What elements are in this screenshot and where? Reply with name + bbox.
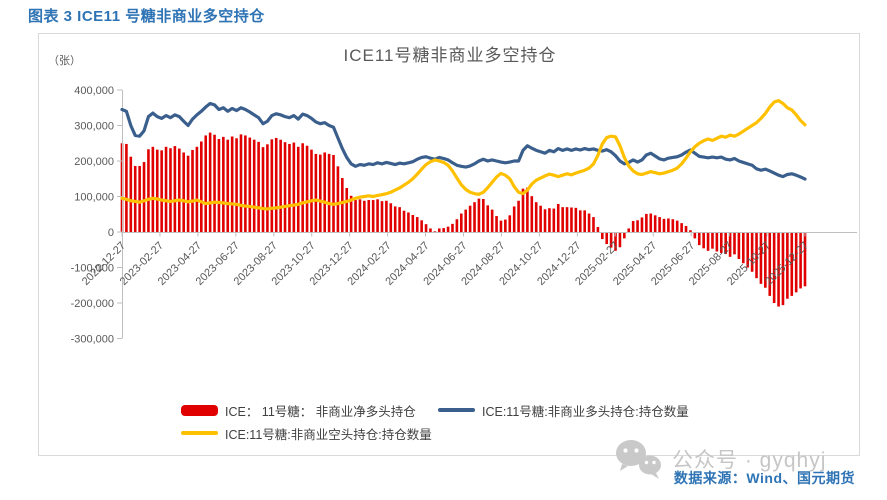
chart-legend: ICE： 11号糖： 非商业净多头持仓 ICE:11号糖:非商业多头持仓:持仓数… (181, 401, 781, 447)
svg-text:400,000: 400,000 (74, 85, 114, 97)
data-source: 数据来源：Wind、国元期货 (673, 470, 855, 486)
legend-item-long: ICE:11号糖:非商业多头持仓:持仓数量 (438, 401, 689, 420)
figure-caption: 图表 3 ICE11 号糖非商业多空持仓 (28, 8, 265, 25)
x-axis-ticks: 2022-12-272023-02-272023-04-272023-06-27… (80, 232, 811, 288)
legend-swatch-net-long-icon (181, 404, 218, 416)
bars-net-long (120, 132, 807, 307)
svg-text:-300,000: -300,000 (71, 334, 114, 346)
svg-text:300,000: 300,000 (74, 121, 114, 133)
axes (122, 90, 857, 339)
svg-text:200,000: 200,000 (74, 156, 114, 168)
legend-item-net-long: ICE： 11号糖： 非商业净多头持仓 (181, 401, 438, 420)
legend-item-short: ICE:11号糖:非商业空头持仓:持仓数量 (181, 424, 432, 443)
legend-row-2: ICE:11号糖:非商业空头持仓:持仓数量 (181, 424, 781, 442)
line-short-positions (120, 99, 807, 211)
watermark: 公众号 · gyqhyj (612, 437, 826, 481)
svg-text:100,000: 100,000 (74, 192, 114, 204)
chart-frame (38, 33, 860, 456)
legend-row-1: ICE： 11号糖： 非商业净多头持仓 ICE:11号糖:非商业多头持仓:持仓数… (181, 401, 781, 419)
watermark-text: 公众号 · gyqhyj (672, 449, 827, 472)
y-axis-ticks: 400,000 300,000 200,000 100,000 0 -100,000 -20… (71, 85, 122, 346)
legend-swatch-short-icon (181, 431, 218, 435)
chart-title: ICE11号糖非商业多空持仓 (343, 46, 557, 65)
legend-label-short: ICE:11号糖:非商业空头持仓:持仓数量 (225, 427, 432, 442)
legend-label-net-long: ICE： 11号糖： 非商业净多头持仓 (225, 404, 416, 419)
legend-swatch-long-icon (438, 408, 475, 412)
svg-text:-200,000: -200,000 (71, 298, 114, 310)
y-axis-unit-label: （张） (48, 55, 81, 67)
svg-text:-100,000: -100,000 (71, 263, 114, 275)
wechat-icon (616, 440, 661, 479)
legend-label-long: ICE:11号糖:非商业多头持仓:持仓数量 (482, 404, 689, 419)
svg-text:0: 0 (108, 227, 114, 239)
